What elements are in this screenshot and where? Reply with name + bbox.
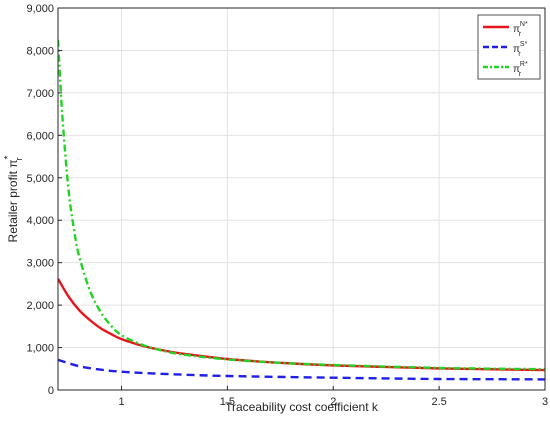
legend-label-superscript: N* [520, 21, 528, 28]
y-tick-label: 9,000 [26, 3, 54, 15]
y-tick-label: 4,000 [26, 215, 54, 227]
legend-label-base: π [513, 44, 520, 55]
y-axis-label: Retailer profit π*r [3, 155, 24, 242]
y-tick-label: 8,000 [26, 45, 54, 57]
x-tick-label: 1.5 [220, 396, 235, 408]
y-tick-label: 7,000 [26, 88, 54, 100]
y-tick-label: 0 [48, 385, 54, 397]
legend-label-base: π [513, 24, 520, 35]
x-tick-label: 2.5 [431, 396, 446, 408]
legend-label-subscript: r [518, 51, 521, 58]
legend-label-superscript: R* [520, 61, 528, 68]
plot-area [58, 8, 545, 390]
series-line-3 [58, 39, 545, 371]
y-tick-label: 2,000 [26, 300, 54, 312]
legend-label-2: πS* r [513, 41, 528, 58]
y-tick-label: 1,000 [26, 343, 54, 355]
legend-label-base: π [513, 64, 520, 75]
axes-box [57, 7, 546, 391]
legend-label-3: πR* r [513, 61, 528, 78]
x-tick-label: 3 [542, 396, 548, 408]
y-axis-label-subscript: r [14, 158, 24, 161]
y-tick-label: 5,000 [26, 173, 54, 185]
y-axis-label-text: Retailer profit π [6, 159, 20, 242]
y-axis-label-superscript: * [3, 155, 14, 159]
x-tick-label: 2 [330, 396, 336, 408]
y-tick-label: 6,000 [26, 130, 54, 142]
series-line-2 [58, 358, 545, 381]
legend-label-subscript: r [519, 71, 522, 78]
x-axis-label: Traceability cost coefficient k [225, 400, 379, 414]
x-tick-label: 1 [118, 396, 124, 408]
legend-label-1: πN* r [513, 21, 528, 38]
y-tick-label: 3,000 [26, 258, 54, 270]
legend-label-superscript: S* [520, 41, 528, 48]
legend-label-subscript: r [519, 31, 522, 38]
